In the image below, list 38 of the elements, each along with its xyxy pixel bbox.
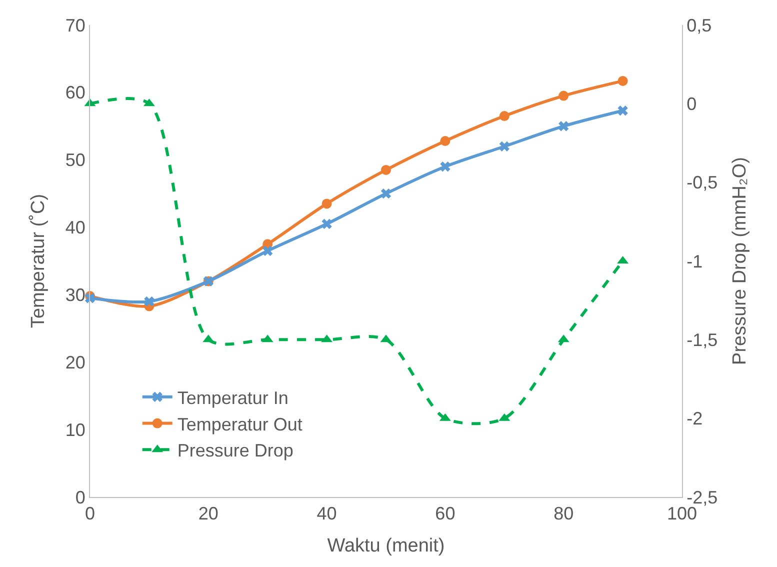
y2-tick-label: -2 (686, 408, 703, 429)
point (618, 106, 628, 116)
point (440, 162, 450, 172)
y2-tick-label: 0,5 (686, 15, 712, 36)
x-axis-title: Waktu (menit) (327, 535, 445, 556)
point (380, 188, 392, 199)
point (618, 76, 628, 86)
y-tick-label: 50 (65, 150, 86, 170)
legend-label: Pressure Drop (177, 440, 294, 461)
y-axis-title: Temperatur (˚C) (28, 194, 50, 328)
y2-tick-label: -1,5 (686, 330, 718, 350)
point (499, 111, 510, 122)
y-tick-label: 10 (65, 420, 86, 440)
point (144, 296, 154, 307)
point (558, 121, 569, 132)
point (499, 141, 510, 152)
y-tick-label: 60 (65, 82, 86, 103)
y2-axis-title: Pressure Drop (mmH₂O) (729, 157, 750, 365)
point (262, 246, 273, 256)
x-tick-label: 40 (316, 504, 337, 524)
x-tick-label: 20 (198, 504, 218, 524)
point (381, 164, 391, 175)
y2-tick-label: 0 (686, 94, 697, 114)
y-tick-label: 40 (65, 218, 86, 238)
point (558, 90, 569, 101)
x-tick-label: 60 (435, 504, 456, 524)
legend-label: Temperatur Out (177, 414, 302, 434)
y-tick-label: 30 (65, 285, 86, 306)
y2-tick-label: -1 (686, 251, 703, 272)
x-tick-label: 80 (554, 504, 574, 524)
y-tick-label: 0 (75, 487, 86, 508)
y-tick-label: 70 (65, 15, 86, 36)
point (322, 198, 332, 209)
legend-label: Temperatur In (177, 388, 288, 408)
point (322, 218, 332, 230)
y2-tick-label: -0,5 (686, 172, 718, 193)
y-tick-label: 20 (65, 352, 86, 372)
point (440, 136, 450, 146)
